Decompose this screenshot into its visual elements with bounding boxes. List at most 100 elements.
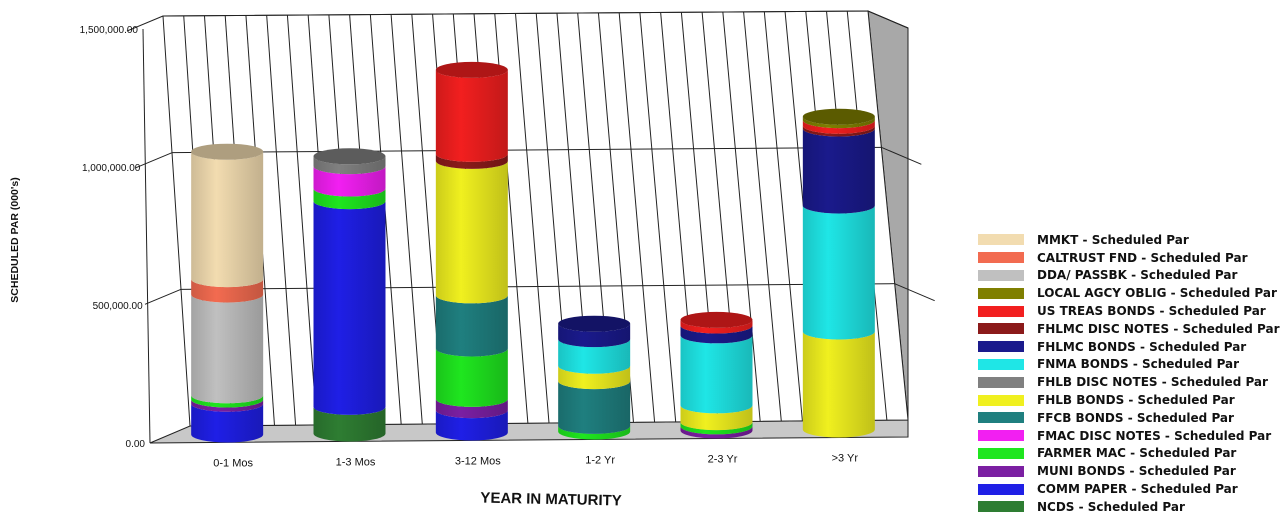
bar-segment — [680, 319, 753, 334]
horizontal-gridline — [180, 283, 895, 290]
bar-body — [680, 422, 753, 435]
legend-swatch — [978, 305, 1024, 317]
bar-segment — [680, 426, 753, 439]
bar-body — [435, 348, 508, 407]
bar-segment — [191, 151, 264, 288]
vertical-gridline — [639, 12, 677, 422]
bar-segment — [680, 325, 753, 344]
legend-swatch — [978, 252, 1024, 264]
vertical-gridline — [743, 11, 782, 422]
x-tick-label: 0-1 Mos — [213, 458, 253, 470]
x-axis-label: YEAR IN MATURITY — [480, 490, 622, 510]
bar-body — [313, 188, 386, 210]
bar-body — [802, 125, 875, 137]
horizontal-gridline — [162, 10, 869, 17]
y-axis-ticks: 0.00 500,000.00 1,000,000.00 1,500,000.00 — [80, 25, 146, 450]
legend-item: MMKT - Scheduled Par — [978, 231, 1278, 249]
vertical-gridline — [515, 13, 550, 424]
legend-label: DDA/ PASSBK - Scheduled Par — [1037, 268, 1238, 283]
side-gridline — [135, 152, 173, 169]
bar-segment — [435, 410, 508, 441]
x-tick-label: 1-2 Yr — [585, 455, 615, 467]
bar-body — [680, 405, 753, 431]
legend-item: FHLMC DISC NOTES - Scheduled Par — [978, 320, 1280, 338]
bar-stack — [191, 143, 264, 443]
legend-label: MUNI BONDS - Scheduled Par — [1037, 464, 1236, 479]
side-gridline — [126, 15, 164, 32]
bar-segment — [680, 422, 753, 435]
legend-item: MUNI BONDS - Scheduled Par — [978, 462, 1278, 480]
vertical-gridline — [286, 15, 318, 425]
bar-body — [313, 406, 386, 442]
legend-label: FMAC DISC NOTES - Scheduled Par — [1037, 428, 1272, 443]
bar-segment — [191, 395, 264, 408]
legend-label: MMKT - Scheduled Par — [1037, 232, 1189, 247]
legend-swatch — [978, 412, 1024, 424]
bar-body — [435, 295, 508, 357]
legend-label: FHLB BONDS - Scheduled Par — [1037, 393, 1235, 408]
bar-body — [558, 425, 631, 440]
bar-segment — [313, 156, 386, 175]
bar-body — [191, 151, 264, 288]
legend-swatch — [978, 465, 1024, 477]
bar-body — [313, 156, 386, 175]
x-tick-label: >3 Yr — [832, 453, 859, 465]
bar-stack — [802, 108, 875, 438]
bar-segment — [191, 279, 264, 303]
bar-segment — [680, 405, 753, 431]
legend-swatch — [978, 358, 1024, 370]
bar-stack — [313, 148, 386, 442]
bar-segment — [435, 398, 508, 419]
bar-segment — [680, 335, 753, 414]
bar-body — [191, 403, 264, 443]
side-gridline — [144, 288, 182, 305]
bar-body — [802, 120, 875, 134]
bar-segment — [802, 125, 875, 137]
legend-item: FHLB BONDS - Scheduled Par — [978, 391, 1278, 409]
bar-body — [191, 279, 264, 303]
legend-item: FFCB BONDS - Scheduled Par — [978, 409, 1278, 427]
legend-swatch — [978, 483, 1024, 495]
bar-stack — [435, 61, 508, 441]
bar-body — [802, 128, 875, 214]
legend-swatch — [978, 394, 1024, 406]
bar-segment — [558, 323, 631, 348]
bar-body — [435, 153, 508, 169]
legend-item: DDA/ PASSBK - Scheduled Par — [978, 267, 1278, 285]
bar-body — [435, 69, 508, 162]
legend-swatch — [978, 447, 1024, 459]
bar-segment — [313, 406, 386, 442]
legend-label: FHLMC BONDS - Scheduled Par — [1037, 339, 1247, 354]
x-tick-label: 1-3 Mos — [336, 457, 376, 469]
legend-label: FFCB BONDS - Scheduled Par — [1037, 410, 1234, 425]
vertical-gridline — [618, 12, 656, 423]
vertical-gridline — [763, 11, 803, 421]
y-tick-label: 1,000,000.00 — [82, 163, 141, 174]
vertical-gridline — [266, 15, 297, 426]
bar-body — [435, 410, 508, 441]
bar-segment — [802, 205, 875, 340]
bar-body — [313, 201, 386, 415]
vertical-gridline — [390, 14, 423, 425]
bar-segment — [802, 116, 875, 129]
right-wall-gridline — [894, 283, 935, 302]
bars — [191, 61, 875, 443]
bar-segment — [435, 348, 508, 407]
bar-stack — [680, 311, 753, 439]
bar-body — [191, 395, 264, 408]
y-axis-label: SCHEDULED PAR (000's) — [9, 177, 21, 302]
legend-label: FHLB DISC NOTES - Scheduled Par — [1037, 375, 1268, 390]
bar-segment — [435, 295, 508, 357]
bar-top-cap — [313, 148, 386, 165]
legend-label: NCDS - Scheduled Par — [1037, 499, 1185, 514]
x-tick-label: 3-12 Mos — [455, 456, 501, 468]
x-tick-label: 2-3 Yr — [708, 454, 738, 466]
legend-swatch — [978, 430, 1024, 442]
bar-body — [191, 399, 264, 412]
bar-body — [802, 205, 875, 340]
bar-top-cap — [191, 143, 264, 160]
bar-segment — [558, 339, 631, 374]
legend-item: COMM PAPER - Scheduled Par — [978, 480, 1278, 498]
bar-segment — [435, 69, 508, 162]
bar-body — [558, 339, 631, 374]
